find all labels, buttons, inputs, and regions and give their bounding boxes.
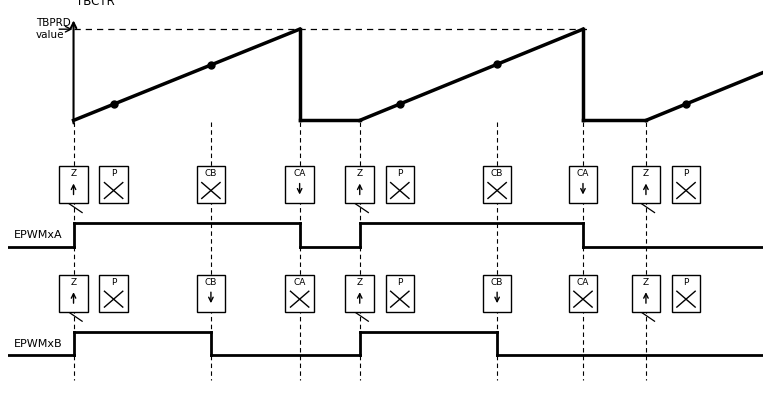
- Bar: [345, 275, 374, 312]
- Text: P: P: [111, 169, 116, 178]
- Text: CB: CB: [205, 169, 217, 178]
- Bar: [285, 166, 314, 203]
- Text: EPWMxB: EPWMxB: [13, 339, 62, 348]
- Text: EPWMxA: EPWMxA: [13, 230, 62, 240]
- Bar: [672, 275, 700, 312]
- Text: Z: Z: [643, 278, 649, 287]
- Text: Z: Z: [643, 169, 649, 178]
- Bar: [631, 275, 660, 312]
- Bar: [197, 166, 225, 203]
- Bar: [386, 166, 414, 203]
- Text: CA: CA: [294, 169, 306, 178]
- Bar: [631, 166, 660, 203]
- Bar: [99, 275, 128, 312]
- Text: CA: CA: [294, 278, 306, 287]
- Bar: [386, 275, 414, 312]
- Bar: [483, 166, 511, 203]
- Bar: [59, 166, 88, 203]
- Text: P: P: [683, 169, 689, 178]
- Text: Z: Z: [357, 169, 363, 178]
- Text: CB: CB: [491, 169, 503, 178]
- Text: P: P: [397, 169, 402, 178]
- Bar: [569, 275, 598, 312]
- Bar: [569, 166, 598, 203]
- Text: CA: CA: [577, 169, 589, 178]
- Bar: [285, 275, 314, 312]
- Text: P: P: [111, 278, 116, 287]
- Text: P: P: [397, 278, 402, 287]
- Text: TBCTR: TBCTR: [76, 0, 115, 8]
- Text: Z: Z: [357, 278, 363, 287]
- Text: Z: Z: [70, 169, 76, 178]
- Text: CA: CA: [577, 278, 589, 287]
- Text: Z: Z: [70, 278, 76, 287]
- Text: TBPRD
value: TBPRD value: [36, 18, 71, 40]
- Bar: [99, 166, 128, 203]
- Text: CB: CB: [491, 278, 503, 287]
- Bar: [672, 166, 700, 203]
- Text: P: P: [683, 278, 689, 287]
- Bar: [59, 275, 88, 312]
- Text: CB: CB: [205, 278, 217, 287]
- Bar: [197, 275, 225, 312]
- Bar: [345, 166, 374, 203]
- Bar: [483, 275, 511, 312]
